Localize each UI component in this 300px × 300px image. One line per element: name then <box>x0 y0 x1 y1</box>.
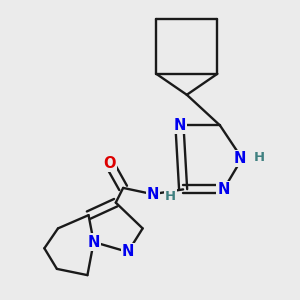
Text: N: N <box>173 118 186 133</box>
Text: H: H <box>165 190 176 202</box>
Text: N: N <box>146 187 159 202</box>
Text: N: N <box>234 151 246 166</box>
Text: N: N <box>88 235 100 250</box>
Text: N: N <box>218 182 230 197</box>
Text: O: O <box>103 156 116 171</box>
Text: N: N <box>122 244 134 260</box>
Text: H: H <box>254 151 265 164</box>
